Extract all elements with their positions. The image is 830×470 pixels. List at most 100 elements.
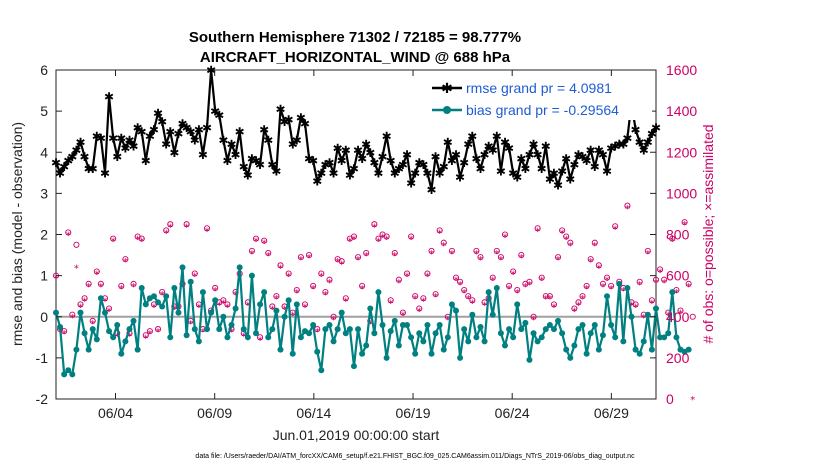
obs-assimilated-point: * (200, 327, 205, 338)
rmse-point: ✱ (533, 148, 543, 162)
obs-possible-point (554, 254, 562, 261)
obs-assimilated-point: * (482, 300, 487, 311)
obs-possible-point (220, 297, 227, 304)
right-tick-label: 400 (666, 309, 690, 325)
rmse-point: ✱ (165, 125, 175, 139)
bias-point (175, 309, 182, 316)
rmse-point: ✱ (353, 144, 363, 158)
rmse-point: ✱ (55, 166, 65, 180)
obs-possible-point (579, 293, 586, 300)
obs-possible-point (632, 301, 639, 308)
obs-assimilated-point: * (323, 290, 328, 301)
bias-point (620, 338, 627, 345)
obs-assimilated-point: * (421, 296, 426, 307)
rmse-point: ✱ (182, 121, 192, 135)
obs-possible-point (571, 305, 578, 312)
obs-assimilated-point: * (360, 284, 365, 295)
bias-point (53, 309, 59, 316)
rmse-point: ✱ (243, 168, 253, 182)
bias-point (489, 311, 496, 318)
rmse-point: ✱ (435, 166, 445, 180)
rmse-point: ✱ (484, 140, 494, 154)
bias-point (522, 319, 529, 326)
obs-possible-point (685, 280, 692, 287)
obs-assimilated-point: * (143, 333, 148, 344)
obs-assimilated-point: * (376, 237, 381, 248)
obs-assimilated-point: * (221, 298, 226, 309)
x-tick-label: 06/09 (197, 405, 232, 421)
bias-point (171, 284, 178, 291)
obs-possible-point (465, 293, 472, 300)
rmse-point: ✱ (545, 172, 555, 186)
rmse-point: ✱ (300, 117, 310, 131)
rmse-point: ✱ (516, 152, 526, 166)
rmse-point: ✱ (598, 148, 608, 162)
right-tick-label: 1200 (666, 144, 697, 160)
obs-assimilated-point: * (515, 288, 520, 299)
rmse-point: ✱ (414, 156, 424, 170)
bias-point (404, 321, 411, 328)
obs-assimilated-point: * (139, 237, 144, 248)
bias-point (485, 289, 492, 296)
bias-point (661, 334, 668, 341)
obs-assimilated-point: * (588, 257, 593, 268)
obs-assimilated-point: * (294, 288, 299, 299)
legend: ✱ rmse grand pr = 4.0981 bias grand pr =… (428, 76, 652, 120)
obs-assimilated-point: * (270, 305, 275, 316)
rmse-point: ✱ (467, 129, 477, 143)
bias-point (277, 346, 284, 353)
rmse-point: ✱ (120, 142, 130, 156)
rmse-point: ✱ (447, 154, 457, 168)
obs-possible-point (420, 295, 427, 302)
rmse-point: ✱ (582, 154, 592, 168)
obs-assimilated-point: * (172, 305, 177, 316)
obs-possible-point (506, 282, 513, 289)
obs-possible-point (285, 270, 292, 277)
bias-point (575, 326, 582, 333)
obs-assimilated-point: * (392, 251, 397, 262)
rmse-point: ✱ (382, 129, 392, 143)
obs-possible-point (106, 305, 113, 312)
bias-point (571, 342, 578, 349)
obs-possible-point (575, 299, 582, 306)
bias-point (669, 289, 676, 296)
bias-point (591, 321, 598, 328)
obs-possible-point (424, 270, 431, 277)
obs-assimilated-point: * (156, 327, 161, 338)
rmse-series: ✱✱✱✱✱✱✱✱✱✱✱✱✱✱✱✱✱✱✱✱✱✱✱✱✱✱✱✱✱✱✱✱✱✱✱✱✱✱✱✱… (51, 64, 661, 197)
legend-rmse-label: rmse grand pr = 4.0981 (466, 80, 612, 96)
bias-point (285, 297, 292, 304)
rmse-point: ✱ (357, 152, 367, 166)
obs-possible-point (330, 313, 337, 320)
bias-point (97, 295, 104, 302)
obs-assimilated-point: * (458, 280, 463, 291)
obs-possible-point (342, 295, 349, 302)
obs-assimilated-point: * (539, 276, 544, 287)
rmse-point: ✱ (226, 138, 236, 152)
obs-possible-point (457, 278, 464, 285)
left-tick-label: -1 (36, 350, 49, 366)
rmse-point: ✱ (284, 113, 294, 127)
bias-point (587, 330, 594, 337)
bias-point (126, 326, 133, 333)
bias-point (501, 342, 508, 349)
obs-possible-point (591, 239, 598, 246)
right-axis: 0 200 400 600 800 1000 1200 1400 1600 (650, 62, 697, 407)
bias-point (322, 326, 329, 333)
obs-possible-point (469, 297, 476, 304)
obs-assimilated-point: * (556, 255, 561, 266)
bias-point (73, 346, 80, 353)
rmse-point: ✱ (451, 148, 461, 162)
bias-series (53, 264, 692, 378)
obs-assimilated-point: * (347, 237, 352, 248)
bias-point (530, 330, 537, 337)
bias-point (436, 321, 443, 328)
rmse-point: ✱ (361, 138, 371, 152)
bias-point (142, 301, 149, 308)
obs-assimilated-point: * (213, 286, 218, 297)
rmse-point: ✱ (504, 142, 514, 156)
rmse-point: ✱ (161, 138, 171, 152)
obs-possible-point (534, 225, 541, 232)
bias-point (281, 313, 288, 320)
obs-possible-point (657, 266, 664, 273)
